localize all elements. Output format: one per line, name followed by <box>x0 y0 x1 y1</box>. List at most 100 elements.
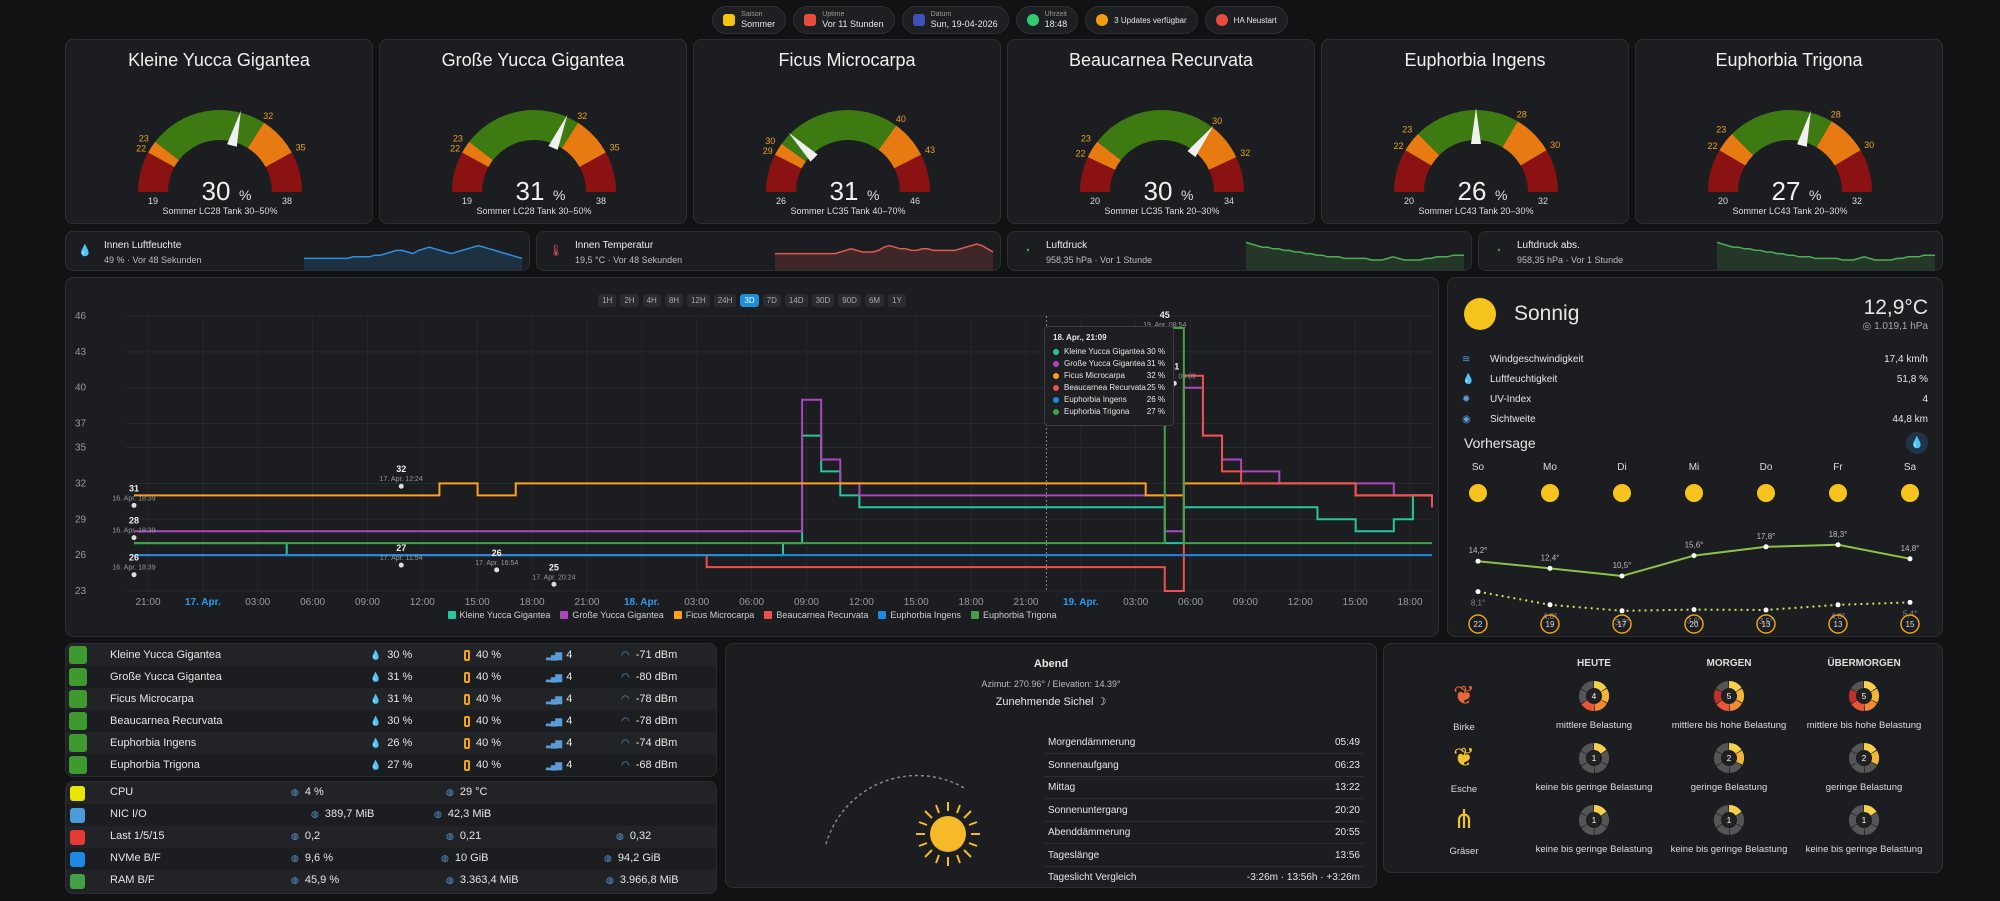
sensor-card[interactable]: 💧 Innen Luftfeuchte 49 % · Vor 48 Sekunden <box>65 231 530 271</box>
range-button[interactable]: 6M <box>864 294 885 307</box>
range-button[interactable]: 1Y <box>888 294 906 307</box>
plant-row[interactable]: Beaucarnea Recurvata 💧 30 % 40 % ▂▄▆ 4 ◠ -78 dB… <box>66 710 716 732</box>
ring-segment <box>1849 689 1858 704</box>
range-button[interactable]: 4H <box>642 294 661 307</box>
ring-segment <box>1600 812 1609 827</box>
signal-bars-icon: ▂▄▆ <box>546 693 562 704</box>
legend-item[interactable]: Beaucarnea Recurvata <box>764 610 868 620</box>
y-tick-label: 26 <box>75 550 87 561</box>
gauge-needle <box>548 114 568 150</box>
system-row[interactable]: RAM B/F ◍ 45,9 % ◍ 3.363,4 MiB ◍ 3.966,8 MiB <box>66 870 716 892</box>
range-button[interactable]: 30D <box>811 294 835 307</box>
system-row[interactable]: Last 1/5/15 ◍ 0,2 ◍ 0,21 ◍ 0,32 <box>66 826 716 848</box>
wifi-icon: ◠ <box>621 759 630 771</box>
x-tick-label: 15:00 <box>1343 597 1368 608</box>
range-button[interactable]: 24H <box>713 294 737 307</box>
forecast-chart: So14,2°8,1°22Mo12,4°4,8°19Di10,5°3,3°17M… <box>1468 462 1920 634</box>
range-button[interactable]: 3D <box>740 294 759 307</box>
gauge-tick: 22 <box>1394 141 1404 151</box>
x-tick-label: 18. Apr. <box>624 597 660 608</box>
forecast-high-dot <box>1547 565 1553 571</box>
system-card: CPU ◍ 4 % ◍ 29 °C NIC I/O ◍ 389,7 MiB ◍ 42,3 MiB L… <box>65 781 717 894</box>
forecast-day: Sa <box>1904 462 1917 473</box>
legend-swatch <box>447 611 456 619</box>
range-button[interactable]: 8H <box>664 294 684 307</box>
sensor-sparkline <box>304 244 523 270</box>
gauge-tick: 22 <box>450 144 460 154</box>
status-chip[interactable]: HA Neustart <box>1204 6 1288 34</box>
ring-segment <box>1579 751 1588 766</box>
ring-segment <box>1581 762 1594 773</box>
battery-icon <box>464 649 470 661</box>
chip-icon <box>1096 14 1109 26</box>
ring-segment <box>1600 750 1609 765</box>
status-chip[interactable]: Datum Sun, 19-04-2026 <box>901 6 1009 34</box>
system-row[interactable]: NIC I/O ◍ 389,7 MiB ◍ 42,3 MiB <box>66 804 716 826</box>
legend-item[interactable]: Euphorbia Trigona <box>970 610 1057 620</box>
gauge-card: Beaucarnea Recurvata 22 23 30 32 20 34 30% Somme… <box>1007 39 1315 224</box>
forecast-low: 4,8° <box>1831 612 1845 621</box>
ring-center <box>1722 813 1736 827</box>
range-button[interactable]: 7D <box>762 294 781 307</box>
wind-icon: ≋ <box>1462 354 1471 365</box>
forecast-title: Vorhersage <box>1464 435 1536 451</box>
range-button[interactable]: 12H <box>687 294 710 307</box>
gauge-tick: 30 <box>1550 140 1560 150</box>
system-row[interactable]: CPU ◍ 4 % ◍ 29 °C <box>66 782 716 804</box>
status-chip[interactable]: Uptime Vor 11 Stunden <box>793 6 895 34</box>
tooltip-value: 27 % <box>1146 407 1165 416</box>
sun-row-value: 20:55 <box>1334 827 1360 838</box>
plant-moisture: 30 % <box>387 649 413 661</box>
sensor-card[interactable]: ◔ Luftdruck 958,35 hPa · Vor 1 Stunde <box>1007 231 1472 271</box>
legend-item[interactable]: Euphorbia Ingens <box>878 610 961 620</box>
range-button[interactable]: 2H <box>620 294 639 307</box>
legend-item[interactable]: Ficus Microcarpa <box>673 610 754 620</box>
gauge-segment <box>1719 134 1754 166</box>
tooltip-dot <box>1053 360 1059 367</box>
gauge-tick: 23 <box>139 134 149 144</box>
pollen-level-ring: 2 <box>1849 743 1879 773</box>
legend-item[interactable]: Kleine Yucca Gigantea <box>447 610 550 620</box>
sensor-card[interactable]: 🌡 Innen Temperatur 19,5 °C · Vor 48 Sekund… <box>536 231 1001 271</box>
plant-row[interactable]: Ficus Microcarpa 💧 31 % 40 % ▂▄▆ 4 ◠ -78 dBm <box>66 688 716 710</box>
metric-icon: ◍ <box>446 830 454 841</box>
gauge-segment <box>894 154 930 192</box>
rain-toggle-icon[interactable]: 💧 <box>1906 432 1928 454</box>
gauge-title: Beaucarnea Recurvata <box>1068 50 1254 70</box>
weather-row-value: 44,8 km <box>1892 414 1928 425</box>
plant-rssi: -78 dBm <box>635 693 678 705</box>
forecast-high: 12,4° <box>1541 553 1560 562</box>
plant-row[interactable]: Euphorbia Trigona 💧 27 % 40 % ▂▄▆ 4 ◠ -68 dBm <box>66 754 716 776</box>
status-chip[interactable]: Saison Sommer <box>712 6 787 34</box>
range-button[interactable]: 90D <box>838 294 861 307</box>
gauge-min: 19 <box>148 196 158 206</box>
status-chip[interactable]: 3 Updates verfügbar <box>1085 6 1198 34</box>
battery-icon <box>464 671 470 683</box>
range-button[interactable]: 14D <box>784 294 808 307</box>
battery-icon <box>464 759 470 771</box>
point-sublabel: 17. Apr. 11:54 <box>380 555 423 562</box>
tooltip-dot <box>1053 396 1059 403</box>
sensor-sparkline <box>1716 241 1935 270</box>
sun-row: Tageslänge 13:56 <box>1044 845 1364 867</box>
range-button[interactable]: 1H <box>598 294 617 307</box>
plant-row[interactable]: Euphorbia Ingens 💧 26 % 40 % ▂▄▆ 4 ◠ -74 dBm <box>66 732 716 754</box>
ring-center <box>1722 751 1736 765</box>
system-metric: 10 GiB <box>454 852 489 864</box>
ring-segment <box>1716 743 1729 754</box>
gauge-max: 38 <box>282 196 292 206</box>
sensor-card[interactable]: ◔ Luftdruck abs. 958,35 hPa · Vor 1 Stunde <box>1478 231 1943 271</box>
status-chip[interactable]: Uhrzeit 18:48 <box>1015 6 1079 34</box>
plant-row[interactable]: Große Yucca Gigantea 💧 31 % 40 % ▂▄▆ 4 ◠ -80 dB… <box>66 666 716 688</box>
chip-value: Sommer <box>741 18 776 29</box>
plant-row[interactable]: Kleine Yucca Gigantea 💧 30 % 40 % ▂▄▆ 4 ◠ -71 d… <box>66 644 716 666</box>
y-tick-label: 35 <box>75 443 87 454</box>
x-tick-label: 09:00 <box>355 597 380 608</box>
system-metric: 9,6 % <box>304 852 333 864</box>
system-row[interactable]: NVMe B/F ◍ 9,6 % ◍ 10 GiB ◍ 94,2 GiB <box>66 848 716 870</box>
ring-segment <box>1594 681 1607 692</box>
legend-item[interactable]: Große Yucca Gigantea <box>560 610 664 620</box>
forecast-low: 3,3° <box>1615 618 1629 627</box>
system-icon <box>70 830 85 845</box>
